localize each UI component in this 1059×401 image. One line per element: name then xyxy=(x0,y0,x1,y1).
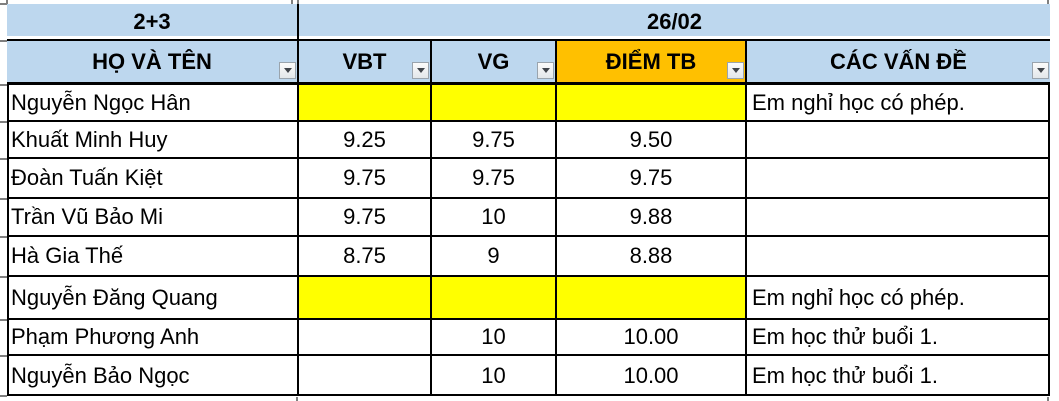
filter-dropdown-button[interactable] xyxy=(727,62,744,79)
gridline-tick xyxy=(297,0,299,4)
student-name-cell[interactable]: Phạm Phương Anh xyxy=(7,320,299,356)
vg-score-cell[interactable]: 10 xyxy=(432,199,557,237)
vbt-score-cell[interactable]: 9.25 xyxy=(299,122,432,159)
vg-score-cell[interactable]: 9.75 xyxy=(432,159,557,199)
gridline-tick xyxy=(0,395,7,397)
student-name-cell[interactable]: Nguyễn Đăng Quang xyxy=(7,277,299,320)
chevron-down-icon xyxy=(416,68,425,73)
student-name-cell[interactable]: Nguyễn Ngọc Hân xyxy=(7,85,299,122)
gridline-tick xyxy=(1047,397,1049,401)
vbt-score-cell[interactable] xyxy=(299,320,432,356)
vbt-score-cell[interactable] xyxy=(299,277,432,320)
issue-note-cell[interactable] xyxy=(747,237,1050,277)
avg-score-cell[interactable]: 10.00 xyxy=(557,356,747,396)
group-label: 2+3 xyxy=(133,8,171,34)
column-header-name[interactable]: HỌ VÀ TÊN xyxy=(7,41,299,85)
gridline-tick xyxy=(6,0,8,4)
avg-score-cell[interactable]: 9.75 xyxy=(557,159,747,199)
issue-note-cell[interactable]: Em học thử buổi 1. xyxy=(747,320,1050,356)
avg-score-cell[interactable]: 9.50 xyxy=(557,122,747,159)
avg-score-cell[interactable]: 8.88 xyxy=(557,237,747,277)
column-header-label: CÁC VẤN ĐỀ xyxy=(830,48,967,74)
column-header-avg[interactable]: ĐIỂM TB xyxy=(557,41,747,85)
vg-score-cell[interactable] xyxy=(432,277,557,320)
issue-note-cell[interactable] xyxy=(747,122,1050,159)
column-header-label: ĐIỂM TB xyxy=(605,48,697,74)
issue-note-cell[interactable]: Em nghỉ học có phép. xyxy=(747,85,1050,122)
gridline-tick xyxy=(0,236,7,238)
gridline-tick xyxy=(0,84,7,86)
gridline-tick xyxy=(291,0,293,4)
avg-score-cell[interactable] xyxy=(557,85,747,122)
column-header-vg[interactable]: VG xyxy=(432,41,557,85)
gridline-tick xyxy=(0,40,7,42)
gridline-tick xyxy=(0,158,7,160)
merged-header-date-cell[interactable]: 26/02 xyxy=(299,4,1050,41)
gridline-tick xyxy=(296,397,298,401)
chevron-down-icon xyxy=(541,68,550,73)
student-name-cell[interactable]: Trần Vũ Bảo Mi xyxy=(7,199,299,237)
gridline-tick xyxy=(0,319,7,321)
vg-score-cell[interactable] xyxy=(432,85,557,122)
gridline-tick xyxy=(0,121,7,123)
chevron-down-icon xyxy=(283,68,292,73)
issue-note-cell[interactable] xyxy=(747,159,1050,199)
filter-dropdown-button[interactable] xyxy=(412,62,429,79)
issue-note-cell[interactable]: Em nghỉ học có phép. xyxy=(747,277,1050,320)
chevron-down-icon xyxy=(731,68,740,73)
avg-score-cell[interactable]: 9.88 xyxy=(557,199,747,237)
gridline-tick xyxy=(0,276,7,278)
issue-note-cell[interactable]: Em học thử buổi 1. xyxy=(752,363,938,388)
grade-table: 2+3 26/02 HỌ VÀ TÊN VBT VG ĐIỂM TB CÁC V… xyxy=(7,4,1050,396)
column-header-vbt[interactable]: VBT xyxy=(299,41,432,85)
avg-score-cell[interactable] xyxy=(557,277,747,320)
vbt-score-cell[interactable]: 8.75 xyxy=(299,237,432,277)
filter-dropdown-button[interactable] xyxy=(279,62,296,79)
vg-score-cell[interactable]: 10 xyxy=(432,356,557,396)
gridline-tick xyxy=(0,355,7,357)
student-name-cell[interactable]: Hà Gia Thế xyxy=(7,237,299,277)
student-name-cell[interactable]: Nguyễn Bảo Ngọc xyxy=(7,356,299,396)
merged-header-group-cell[interactable]: 2+3 xyxy=(7,4,299,41)
vg-score-cell[interactable]: 10 xyxy=(432,320,557,356)
gridline-tick xyxy=(0,3,7,5)
student-name-cell[interactable]: Khuất Minh Huy xyxy=(7,122,299,159)
avg-score-cell[interactable]: 10.00 xyxy=(557,320,747,356)
student-name-cell[interactable]: Đoàn Tuấn Kiệt xyxy=(7,159,299,199)
gridline-tick xyxy=(0,198,7,200)
column-header-issues[interactable]: CÁC VẤN ĐỀ xyxy=(747,41,1050,85)
gridline-tick xyxy=(1047,0,1049,4)
issue-note-cell[interactable] xyxy=(747,199,1050,237)
filter-dropdown-button[interactable] xyxy=(1032,62,1049,79)
column-header-label: HỌ VÀ TÊN xyxy=(92,48,212,74)
filter-dropdown-button[interactable] xyxy=(537,62,554,79)
vbt-score-cell[interactable] xyxy=(299,356,432,396)
vbt-score-cell[interactable]: 9.75 xyxy=(299,159,432,199)
column-header-label: VBT xyxy=(342,48,387,74)
vg-score-cell[interactable]: 9 xyxy=(432,237,557,277)
vg-score-cell[interactable]: 9.75 xyxy=(432,122,557,159)
vbt-score-cell[interactable]: 9.75 xyxy=(299,199,432,237)
column-header-label: VG xyxy=(477,48,510,74)
vbt-score-cell[interactable] xyxy=(299,85,432,122)
chevron-down-icon xyxy=(1036,68,1045,73)
date-label: 26/02 xyxy=(646,8,703,34)
